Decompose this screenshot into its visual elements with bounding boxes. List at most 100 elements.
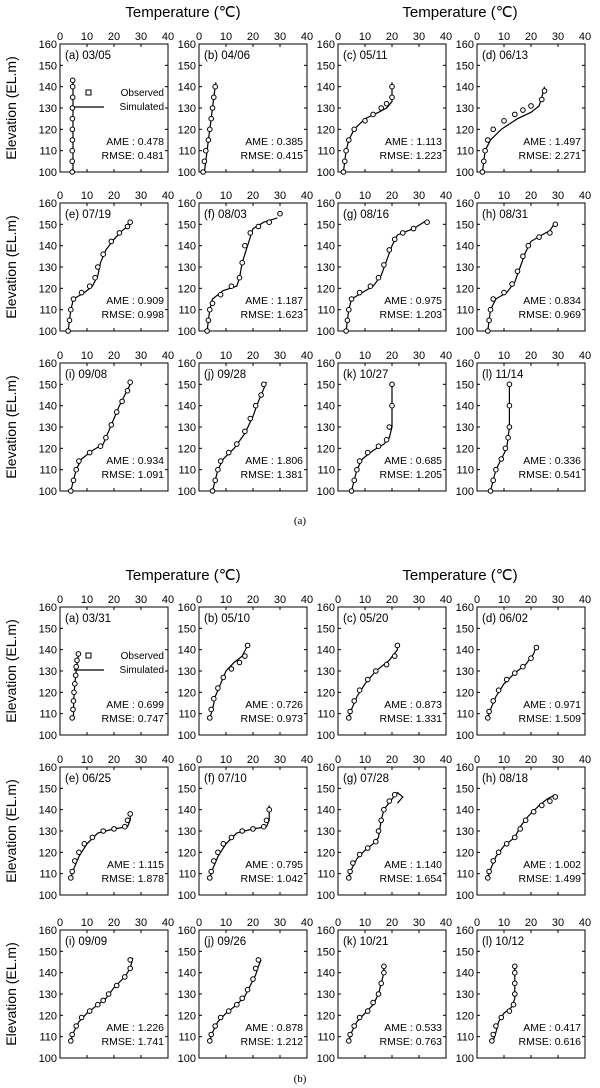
observed-marker (528, 103, 534, 109)
observed-marker (250, 976, 256, 982)
y-tick-label: 140 (39, 82, 57, 94)
y-tick-label: 120 (456, 283, 474, 295)
x-tick-label: 20 (525, 917, 537, 929)
observed-marker (490, 296, 497, 302)
observed-marker (72, 858, 78, 864)
x-tick-label: 10 (498, 350, 510, 362)
observed-marker (76, 849, 82, 856)
x-tick-label: 20 (247, 754, 259, 766)
observed-marker (506, 424, 513, 430)
observed-marker (490, 858, 497, 864)
y-tick-label: 140 (39, 241, 57, 253)
y-tick-label: 160 (39, 602, 57, 614)
panel: 0 10 20 30 40 100 110 120 130 140 150 160 (l) 10/12 A… (456, 917, 591, 1065)
x-tick-label: 20 (386, 190, 398, 202)
observed-marker (215, 849, 221, 856)
panel: 0 10 20 30 40 100 110 120 130 140 150 160 (j) 09/26 A… (178, 917, 313, 1065)
y-tick-label: 110 (178, 465, 196, 477)
panel-date-label: (a) 03/05 (65, 50, 111, 62)
observed-marker (343, 147, 349, 154)
observed-marker (122, 823, 128, 830)
observed-marker (127, 379, 133, 386)
observed-marker (386, 247, 393, 253)
rmse-value: RMSE: 0.541 (519, 469, 582, 481)
y-tick-label: 150 (178, 60, 196, 72)
x-tick-label: 10 (220, 754, 232, 766)
observed-marker (552, 221, 559, 228)
y-tick-label: 160 (178, 39, 196, 51)
observed-marker (485, 875, 491, 881)
y-tick-label: 130 (456, 262, 474, 274)
panel-date-label: (j) 09/28 (204, 369, 246, 381)
observed-marker (69, 77, 76, 84)
y-tick-label: 120 (39, 847, 57, 859)
observed-marker (217, 458, 224, 464)
observed-marker (479, 169, 486, 175)
y-tick-label: 140 (178, 401, 196, 413)
observed-marker (225, 1008, 232, 1014)
observed-marker (512, 111, 518, 118)
y-tick-label: 160 (456, 198, 474, 210)
y-tick-label: 160 (39, 762, 57, 774)
observed-marker (490, 1031, 497, 1038)
observed-marker (247, 230, 254, 236)
x-tick-label: 20 (386, 31, 398, 43)
x-tick-label: 40 (301, 754, 313, 766)
y-tick-label: 160 (456, 39, 474, 51)
y-tick-label: 100 (456, 167, 474, 179)
observed-marker (205, 317, 212, 324)
x-tick-label: 40 (440, 31, 452, 43)
x-tick-label: 30 (552, 190, 564, 202)
ame-value: AME : 0.834 (523, 295, 581, 307)
observed-marker (495, 687, 502, 694)
y-tick-label: 100 (456, 326, 474, 338)
x-tick-label: 30 (274, 31, 286, 43)
x-tick-label: 40 (162, 754, 174, 766)
x-tick-label: 0 (196, 31, 202, 43)
x-tick-label: 20 (108, 190, 120, 202)
observed-marker (212, 477, 218, 484)
rmse-value: RMSE: 1.223 (380, 150, 443, 162)
legend-observed-marker (85, 652, 92, 659)
panel: 0 10 20 30 40 100 110 120 130 140 150 160 (b) 04/06 A… (178, 31, 313, 179)
observed-marker (220, 674, 227, 681)
x-tick-label: 10 (220, 190, 232, 202)
observed-marker (512, 980, 518, 987)
observed-marker (211, 695, 217, 702)
observed-marker (78, 289, 85, 296)
observed-marker (100, 997, 106, 1004)
axis-title-temperature: Temperature (℃) (125, 4, 240, 21)
y-tick-label: 150 (456, 946, 474, 958)
panel-date-label: (h) 08/18 (482, 773, 528, 785)
observed-marker (512, 670, 518, 676)
observed-marker (207, 875, 213, 881)
x-tick-label: 0 (474, 190, 480, 202)
observed-marker (225, 449, 232, 456)
x-tick-label: 0 (57, 917, 63, 929)
ame-value: AME : 0.533 (384, 1022, 442, 1034)
x-tick-label: 0 (335, 350, 341, 362)
y-tick-label: 140 (39, 401, 57, 413)
simulated-line (492, 964, 516, 1042)
ame-value: AME : 1.497 (523, 136, 581, 148)
y-tick-label: 120 (317, 124, 335, 136)
y-tick-label: 110 (317, 146, 335, 158)
observed-marker (263, 817, 270, 824)
observed-marker (383, 661, 390, 668)
y-tick-label: 150 (39, 60, 57, 72)
observed-marker (493, 466, 499, 473)
rmse-value: RMSE: 0.747 (102, 713, 165, 725)
y-tick-label: 140 (39, 645, 57, 657)
y-tick-label: 150 (178, 783, 196, 795)
y-tick-label: 120 (39, 687, 57, 699)
axis-title-elevation: Elevation (EL.m) (3, 375, 19, 478)
observed-marker (70, 477, 77, 484)
figure-label: (a) (294, 515, 307, 527)
x-tick-label: 0 (196, 594, 202, 606)
observed-marker (378, 980, 385, 987)
y-tick-label: 120 (178, 124, 196, 136)
panel-date-label: (k) 10/21 (343, 936, 388, 948)
y-tick-label: 130 (317, 989, 335, 1001)
ame-value: AME : 1.115 (107, 859, 164, 871)
y-tick-label: 150 (456, 783, 474, 795)
